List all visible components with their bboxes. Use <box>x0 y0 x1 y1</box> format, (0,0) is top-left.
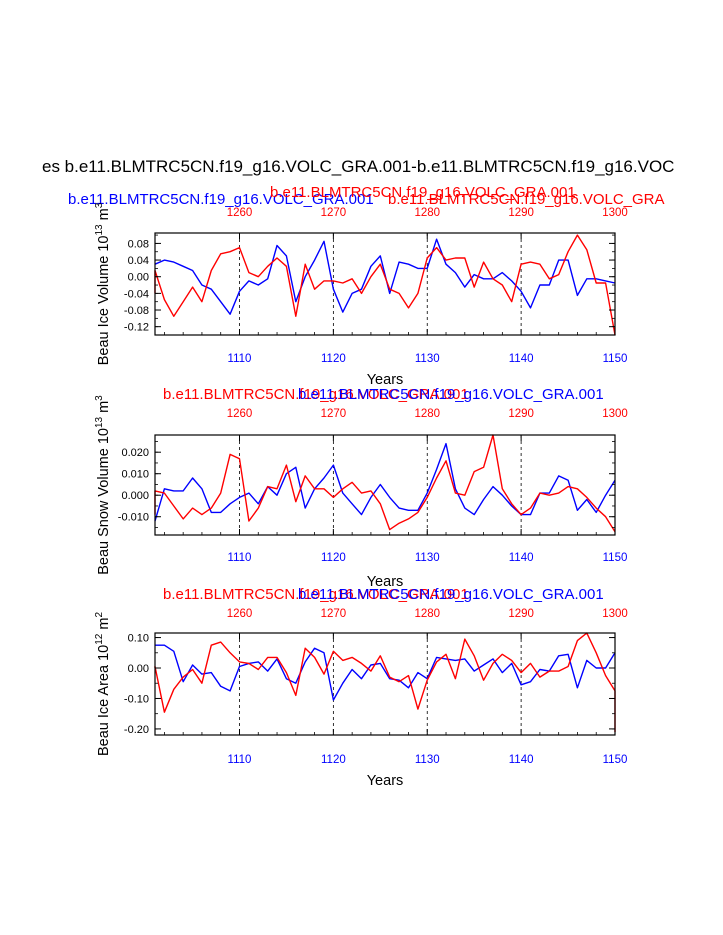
series-blue-line <box>155 644 616 701</box>
x-bottom-tick-label: 1120 <box>321 353 346 365</box>
y-axis-label-unit: m <box>96 208 112 224</box>
x-bottom-tick-label: 1110 <box>228 552 252 564</box>
x-top-tick-label: 1280 <box>414 608 440 620</box>
x-bottom-tick-label: 1120 <box>321 754 346 766</box>
panel-ice-volume: 0.08 0.04 0.00 -0.04 -0.08 -0.12 1110 1120 1130 1… <box>94 202 628 388</box>
overlap-title-red: b.e11.BLMTRC5CN.f19_g16.VOLC_GRA <box>388 191 665 208</box>
panel-title-red: b.e11.BLMTRC5CN.f19_g16.VOLC_GRA.001 <box>163 386 469 403</box>
y-tick-label: -0.10 <box>124 693 149 705</box>
x-bottom-tick-label: 1110 <box>228 754 252 766</box>
y-axis-label: Beau Ice Area 1012 m2 <box>94 612 112 756</box>
overlap-title-blue: b.e11.BLMTRC5CN.f19_g16.VOLC_GRA.001 <box>68 191 374 208</box>
x-bottom-tick-label: 1150 <box>603 353 628 365</box>
x-bottom-tick-label: 1130 <box>415 754 440 766</box>
x-top-tick-label: 1270 <box>321 408 347 420</box>
y-tick-label: 0.10 <box>128 633 149 645</box>
x-bottom-tick-label: 1130 <box>415 353 440 365</box>
y-tick-label: 0.010 <box>121 469 149 481</box>
main-title: es b.e11.BLMTRC5CN.f19_g16.VOLC_GRA.001-… <box>42 157 674 176</box>
x-top-tick-label: 1300 <box>602 608 628 620</box>
x-bottom-tick-label: 1140 <box>509 754 534 766</box>
x-bottom-tick-label: 1150 <box>603 552 628 564</box>
y-tick-label: 0.000 <box>121 490 149 502</box>
x-top-tick-label: 1300 <box>602 408 628 420</box>
y-tick-label: -0.010 <box>118 512 149 524</box>
y-axis-label-exponent: 13 <box>94 224 105 236</box>
y-axis-label-unit-exponent: 3 <box>94 202 105 208</box>
y-tick-label: -0.20 <box>124 724 149 736</box>
plot-frame <box>154 632 616 736</box>
x-bottom-tick-label: 1130 <box>415 552 440 564</box>
y-axis-label: Beau Ice Volume 1013 m3 <box>94 202 112 365</box>
y-axis-label-text: Beau Ice Area 10 <box>96 645 112 756</box>
x-bottom-tick-label: 1140 <box>509 353 534 365</box>
x-top-tick-label: 1280 <box>414 408 440 420</box>
series-red-line <box>154 234 616 336</box>
x-bottom-tick-label: 1150 <box>603 754 628 766</box>
panel-title-blue: b.e11.BLMTRC5CN.f19_g16.VOLC_GRA.001 <box>298 586 604 603</box>
x-axis-label: Years <box>367 574 404 590</box>
x-top-tick-label: 1260 <box>227 408 253 420</box>
overlap-title-red-2: b.e11.BLMTRC5CN.f19_g16.VOLC_GRA.001 <box>270 184 576 201</box>
y-tick-label: -0.04 <box>124 288 149 300</box>
x-top-tick-label: 1290 <box>508 408 534 420</box>
x-top-tick-label: 1260 <box>227 608 253 620</box>
panel-ice-area: b.e11.BLMTRC5CN.f19_g16.VOLC_GRA.001b.e1… <box>94 586 628 789</box>
panel-title-red: b.e11.BLMTRC5CN.f19_g16.VOLC_GRA.001 <box>163 586 469 603</box>
x-top-tick-label: 1270 <box>321 608 347 620</box>
y-tick-label: 0.00 <box>128 663 149 675</box>
x-top-tick-label: 1280 <box>414 207 440 219</box>
y-axis-label-text: Beau Ice Volume 10 <box>96 236 112 366</box>
x-top-tick-label: 1260 <box>227 207 253 219</box>
y-tick-label: 0.08 <box>128 238 149 250</box>
x-bottom-tick-label: 1110 <box>228 353 252 365</box>
panel-title-blue: b.e11.BLMTRC5CN.f19_g16.VOLC_GRA.001 <box>298 386 604 403</box>
y-axis-label-unit: m <box>96 618 112 634</box>
y-axis-label-unit-exponent: 2 <box>94 612 105 618</box>
x-bottom-tick-label: 1120 <box>321 552 346 564</box>
x-axis-label: Years <box>367 773 404 789</box>
x-top-tick-label: 1270 <box>321 207 347 219</box>
series-red-line <box>154 434 616 533</box>
x-top-tick-label: 1300 <box>602 207 628 219</box>
x-axis-label: Years <box>367 372 404 388</box>
plot-frame <box>154 232 616 336</box>
y-axis-label-unit-exponent: 3 <box>94 395 105 401</box>
y-tick-label: -0.12 <box>124 322 149 334</box>
y-axis-label-text: Beau Snow Volume 10 <box>96 428 112 575</box>
y-tick-label: 0.04 <box>128 255 149 267</box>
y-axis-label-exponent: 13 <box>94 416 105 428</box>
x-top-tick-label: 1290 <box>508 207 534 219</box>
y-axis-label-unit: m <box>96 401 112 417</box>
series-blue-line <box>154 238 616 315</box>
y-tick-label: -0.08 <box>124 305 149 317</box>
plot-frame <box>154 434 616 536</box>
x-top-tick-label: 1290 <box>508 608 534 620</box>
y-tick-label: 0.020 <box>121 447 149 459</box>
y-axis-label-exponent: 12 <box>94 633 105 645</box>
y-axis-label: Beau Snow Volume 1013 m3 <box>94 395 112 575</box>
series-red-line <box>154 632 616 732</box>
panel-snow-volume: b.e11.BLMTRC5CN.f19_g16.VOLC_GRA.001b.e1… <box>94 386 628 590</box>
x-bottom-tick-label: 1140 <box>509 552 534 564</box>
y-tick-label: 0.00 <box>128 272 149 284</box>
